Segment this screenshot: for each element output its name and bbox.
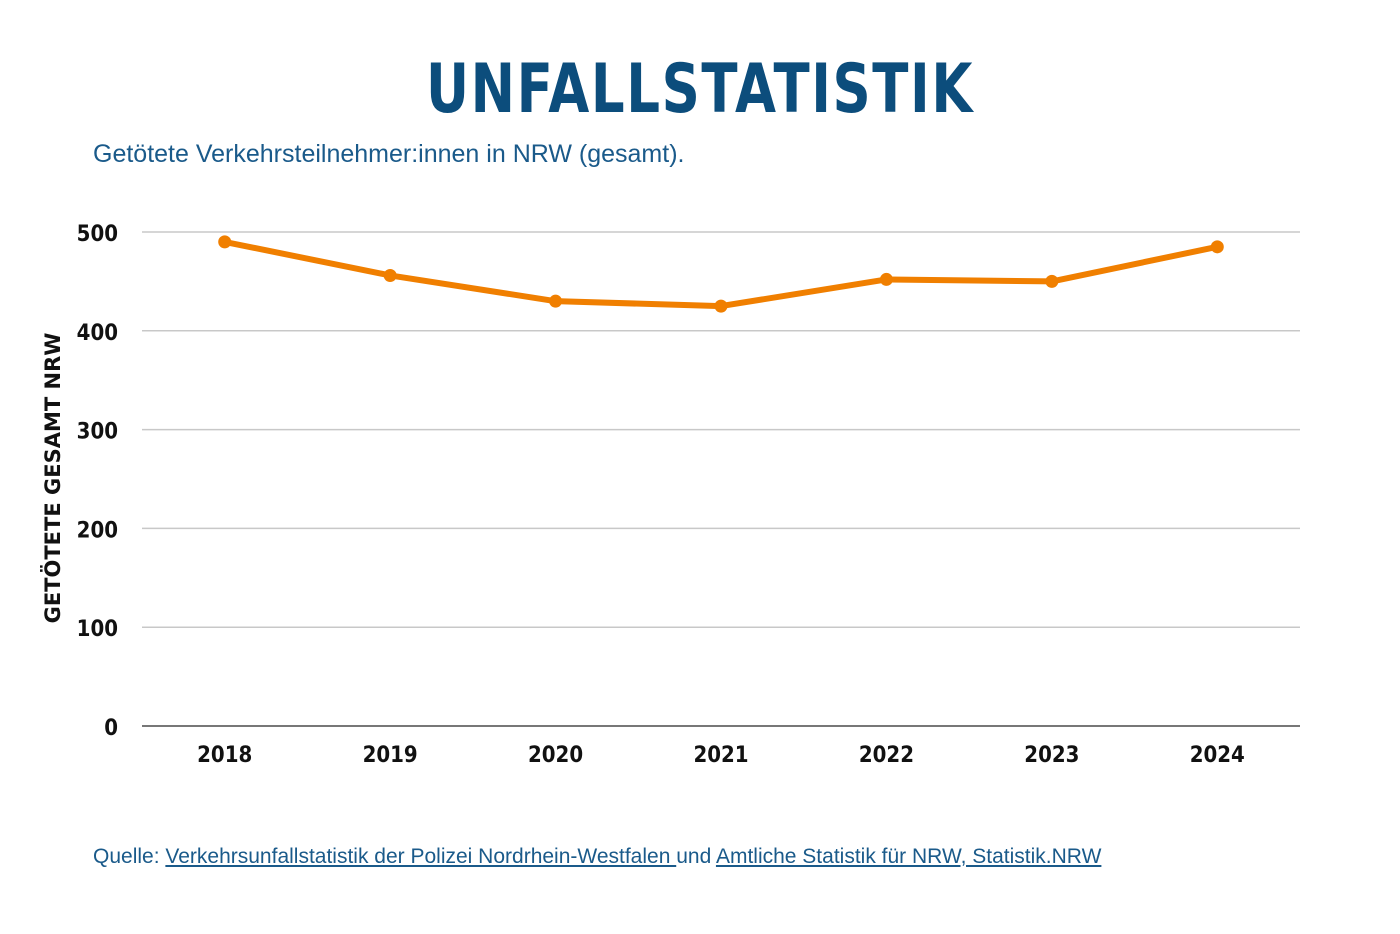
- x-tick-label: 2024: [1190, 743, 1245, 768]
- x-tick-label: 2018: [197, 743, 252, 768]
- series-line: [224, 238, 1218, 310]
- data-point: [549, 294, 563, 308]
- data-point: [383, 268, 397, 282]
- y-tick-label: 0: [104, 716, 118, 741]
- y-axis-label: GETÖTETE GESAMT NRW: [40, 333, 65, 624]
- data-point: [879, 272, 893, 286]
- source-prefix: Quelle:: [93, 845, 166, 868]
- data-point: [1210, 240, 1224, 254]
- x-tick-label: 2023: [1024, 743, 1079, 768]
- x-tick-label: 2019: [363, 743, 418, 768]
- data-point: [1045, 274, 1059, 288]
- y-tick-label: 400: [77, 321, 118, 346]
- y-tick-label: 200: [77, 518, 118, 543]
- chart-title: UNFALLSTATISTIK: [426, 50, 974, 129]
- source-note: Quelle: Verkehrsunfallstatistik der Poli…: [93, 845, 1101, 869]
- source-link-polizei[interactable]: Verkehrsunfallstatistik der Polizei Nord…: [165, 845, 677, 868]
- source-middle: und: [676, 845, 716, 868]
- x-tick-label: 2021: [693, 743, 748, 768]
- x-tick-label: 2022: [859, 743, 914, 768]
- source-link-statistik-nrw[interactable]: Amtliche Statistik für NRW, Statistik.NR…: [715, 845, 1102, 868]
- data-point: [714, 299, 728, 313]
- y-tick-label: 100: [77, 617, 118, 642]
- chart-subtitle: Getötete Verkehrsteilnehmer:innen in NRW…: [93, 140, 685, 168]
- data-point: [218, 235, 232, 249]
- y-tick-label: 300: [77, 420, 118, 445]
- y-tick-label: 500: [77, 222, 118, 247]
- x-tick-label: 2020: [528, 743, 583, 768]
